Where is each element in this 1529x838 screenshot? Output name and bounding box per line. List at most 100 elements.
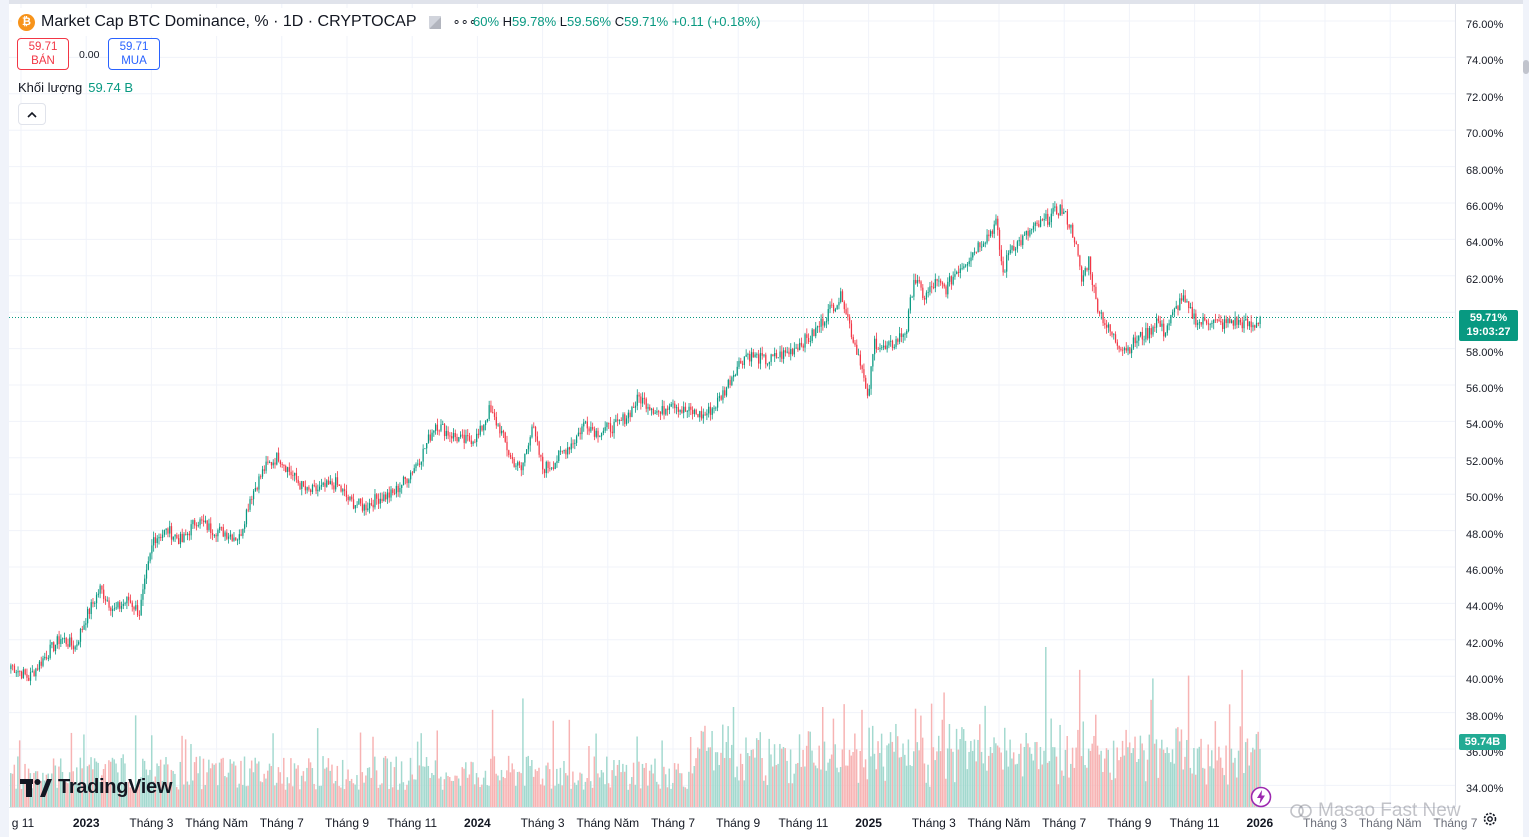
volume-bar <box>52 758 55 807</box>
volume-bar <box>309 762 312 807</box>
candle-body <box>352 499 355 509</box>
tradingview-logo[interactable]: TradingView <box>20 776 172 799</box>
volume-bar <box>557 783 560 807</box>
candle-body <box>1013 245 1015 251</box>
candle-body <box>1152 326 1154 335</box>
chart-pane[interactable] <box>9 4 1456 807</box>
settings-gear-icon[interactable] <box>1482 811 1498 832</box>
volume-bar <box>893 751 895 807</box>
volume-legend[interactable]: Khối lượng 59.74 B <box>18 80 133 95</box>
volume-bar <box>1032 760 1035 807</box>
candle-body <box>815 327 817 337</box>
volume-bar <box>170 769 173 807</box>
candle-body <box>952 276 954 285</box>
candle-body <box>897 339 899 342</box>
volume-bar <box>589 781 592 807</box>
candle-body <box>197 525 199 527</box>
volume-bar <box>1187 675 1190 807</box>
volume-bar <box>791 783 794 807</box>
candle-body <box>1048 222 1051 225</box>
flash-icon[interactable] <box>1250 786 1272 813</box>
volume-bar <box>434 760 437 807</box>
volume-bar <box>855 749 858 807</box>
candle-body <box>222 527 224 537</box>
candle-body <box>615 419 617 422</box>
candle-body <box>818 326 820 328</box>
hide-indicator-icon[interactable] <box>428 16 441 29</box>
candle-body <box>997 218 999 230</box>
volume-bar <box>602 772 604 807</box>
volume-bar <box>839 766 842 807</box>
candle-body <box>256 488 258 490</box>
volume-bar <box>1111 779 1113 807</box>
volume-bar <box>989 747 992 807</box>
buy-button[interactable]: 59.71 MUA <box>108 38 160 70</box>
volume-bar <box>293 763 296 807</box>
candle-body <box>716 397 719 408</box>
volume-bar <box>1232 762 1234 807</box>
volume-bar <box>168 782 171 807</box>
volume-bar <box>1137 758 1140 807</box>
candle-body <box>575 436 578 443</box>
volume-bar <box>1257 731 1259 807</box>
collapse-legend-button[interactable] <box>18 103 46 125</box>
candle-body <box>993 224 995 234</box>
chart-canvas[interactable] <box>9 4 1456 807</box>
volume-bar <box>661 740 663 807</box>
candle-body <box>890 340 892 342</box>
volume-bar <box>545 765 547 807</box>
symbol-title[interactable]: Market Cap BTC Dominance, % · 1D · CRYPT… <box>41 13 417 30</box>
volume-bar <box>202 758 205 807</box>
scrollbar-thumb[interactable] <box>1523 60 1529 74</box>
volume-bar <box>459 785 462 807</box>
volume-bar <box>473 784 476 807</box>
volume-bar <box>900 756 902 807</box>
candle-body <box>647 407 649 409</box>
volume-bar <box>502 776 505 807</box>
more-options-icon[interactable]: ∘∘∘ <box>452 14 477 29</box>
volume-bar <box>506 770 508 807</box>
candle-body <box>559 450 562 452</box>
candle-body <box>1088 256 1090 271</box>
volume-bar <box>941 719 944 807</box>
candle-body <box>733 375 735 378</box>
candle-body <box>265 461 267 471</box>
candle-body <box>206 520 208 530</box>
volume-bar <box>117 772 119 807</box>
volume-bar <box>966 769 969 807</box>
volume-bar <box>204 784 206 807</box>
candle-body <box>144 578 146 590</box>
volume-bar <box>252 772 255 807</box>
candle-body <box>306 487 308 491</box>
candle-body <box>1064 211 1067 213</box>
candle-body <box>70 637 73 646</box>
candle-body <box>804 334 806 348</box>
volume-bar <box>600 770 603 807</box>
candle-body <box>104 598 107 601</box>
volume-bar <box>193 762 196 807</box>
volume-bar <box>167 764 169 807</box>
x-tick-label: Tháng 11 <box>387 816 438 830</box>
time-axis[interactable]: g 11 2023 Tháng 3 Tháng Năm Tháng 7 Tháng 9 Th… <box>9 807 1477 838</box>
candle-body <box>17 671 19 673</box>
sell-button[interactable]: 59.71 BÁN <box>17 38 69 70</box>
volume-bar <box>316 728 319 807</box>
candle-body <box>633 407 635 408</box>
volume-bar <box>1098 754 1101 807</box>
volume-bar <box>86 766 89 807</box>
price-axis[interactable]: 76.00% 74.00% 72.00% 70.00% 68.00% 66.00% 64.0… <box>1455 4 1524 807</box>
watermark: Masao Fast New <box>1290 800 1461 822</box>
candle-body <box>1041 219 1044 221</box>
y-tick-label: 38.00% <box>1466 710 1504 723</box>
volume-bar <box>914 708 917 807</box>
volume-bar <box>447 775 449 807</box>
volume-bar <box>120 758 123 807</box>
volume-bar <box>1000 752 1002 807</box>
volume-bar <box>186 781 189 807</box>
candle-body <box>302 481 305 487</box>
candle-body <box>1132 337 1135 349</box>
volume-bar <box>720 752 722 807</box>
symbol-legend[interactable]: ₿ Market Cap BTC Dominance, % · 1D · CRY… <box>12 8 483 36</box>
candle-body <box>923 298 926 300</box>
candle-body <box>533 426 535 428</box>
